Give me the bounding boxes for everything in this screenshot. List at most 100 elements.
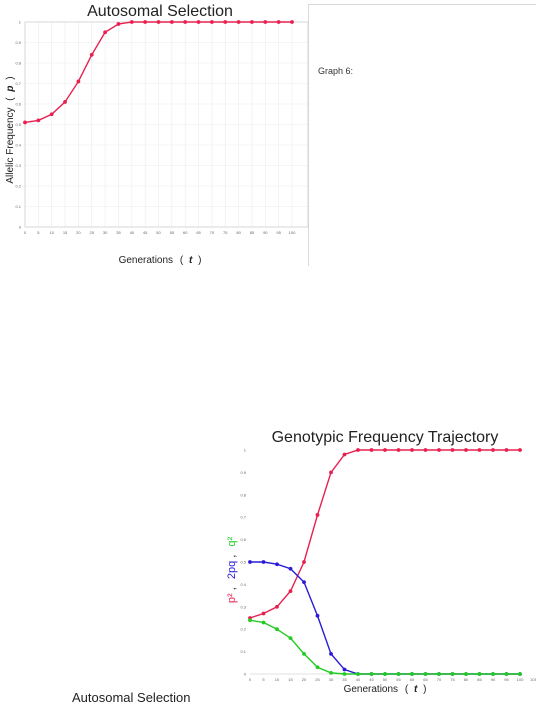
data-point bbox=[329, 470, 333, 475]
x-tick-labels: 0 5 10 15 20 25 30 35 40 45 50 55 60 65 70 75 80 85 90 95 10… bbox=[249, 677, 536, 682]
y-tick-label: 0.4 bbox=[15, 143, 21, 148]
data-point bbox=[383, 672, 387, 676]
data-point bbox=[275, 604, 279, 609]
data-point bbox=[116, 22, 121, 26]
y-tick-labels: 0 0.1 0.2 0.3 0.4 0.5 0.6 0.7 0.8 0.9 1 bbox=[15, 20, 21, 230]
x-tick-label: 95 bbox=[276, 230, 281, 235]
data-point bbox=[437, 448, 441, 452]
x-axis-label-var: t bbox=[189, 255, 193, 266]
y-axis-label-var: p bbox=[5, 85, 16, 92]
x-tick-label: 55 bbox=[396, 677, 401, 682]
series-line-2 bbox=[249, 619, 520, 675]
x-tick-label: 85 bbox=[477, 677, 482, 682]
x-tick-label: 65 bbox=[423, 677, 428, 682]
data-point bbox=[248, 618, 252, 623]
y-tick-label: 0.5 bbox=[15, 122, 21, 127]
data-point bbox=[288, 589, 293, 594]
y-label-2pq: 2pq bbox=[226, 561, 238, 579]
data-point bbox=[63, 100, 67, 104]
frame-line-top bbox=[308, 4, 536, 5]
data-point bbox=[143, 20, 148, 24]
x-tick-label: 10 bbox=[49, 230, 54, 235]
x-axis-label-close: ) bbox=[198, 255, 201, 266]
x-tick-label: 60 bbox=[183, 230, 188, 235]
y-axis-label-open: ( bbox=[5, 97, 16, 101]
data-point bbox=[504, 672, 509, 676]
x-axis-label-text: Generations bbox=[119, 255, 173, 266]
data-point bbox=[329, 651, 333, 656]
data-point bbox=[450, 672, 455, 676]
x-tick-label: 65 bbox=[196, 230, 201, 235]
data-point bbox=[290, 20, 294, 24]
y-tick-label: 0.4 bbox=[240, 582, 246, 587]
x-tick-label: 75 bbox=[223, 230, 228, 235]
data-point bbox=[383, 448, 387, 452]
data-point bbox=[275, 562, 279, 567]
x-tick-label: 5 bbox=[37, 230, 40, 235]
data-point bbox=[183, 20, 188, 24]
y-axis-label: Allelic Frequency ( p ) bbox=[5, 76, 16, 183]
data-point bbox=[477, 448, 482, 452]
x-tick-label: 30 bbox=[329, 677, 334, 682]
x-tick-label: 10 bbox=[275, 677, 280, 682]
data-point bbox=[288, 636, 293, 641]
x-tick-label: 20 bbox=[302, 677, 307, 682]
data-point bbox=[342, 667, 347, 672]
autosomal-selection-chart: Autosomal Selection 00.10.20.30.40.50.60… bbox=[5, 3, 309, 266]
y-tick-label: 0.3 bbox=[240, 604, 246, 609]
y-tick-label: 0.6 bbox=[240, 537, 246, 542]
data-point bbox=[464, 448, 468, 452]
x-tick-label: 15 bbox=[63, 230, 68, 235]
x-tick-label: 90 bbox=[491, 677, 496, 682]
data-point bbox=[210, 20, 214, 24]
data-point bbox=[76, 79, 81, 84]
data-point bbox=[276, 20, 281, 24]
series-points bbox=[23, 20, 294, 125]
data-point bbox=[156, 20, 161, 24]
data-point bbox=[410, 448, 414, 452]
data-point bbox=[477, 672, 482, 676]
y-tick-label: 0.7 bbox=[15, 81, 21, 86]
x-tick-label: 15 bbox=[288, 677, 293, 682]
data-point bbox=[236, 20, 241, 24]
data-point bbox=[315, 613, 320, 618]
y-tick-label: 0.8 bbox=[15, 61, 21, 66]
data-point bbox=[261, 560, 266, 564]
data-point bbox=[261, 611, 266, 616]
x-tick-label: 35 bbox=[116, 230, 121, 235]
y-tick-label: 0.7 bbox=[240, 515, 246, 520]
x-tick-label: 80 bbox=[464, 677, 469, 682]
y-label-comma-1: , bbox=[226, 587, 238, 590]
data-point bbox=[49, 112, 54, 117]
y-tick-label: 1 bbox=[19, 20, 22, 25]
x-tick-label: 70 bbox=[210, 230, 215, 235]
data-point bbox=[491, 672, 495, 676]
data-point bbox=[250, 20, 254, 24]
y-tick-label: 0.9 bbox=[240, 470, 246, 475]
data-point bbox=[302, 651, 306, 656]
x-tick-label: 85 bbox=[250, 230, 255, 235]
frame-line-vertical bbox=[308, 4, 309, 266]
chart-title: Autosomal Selection bbox=[87, 3, 233, 20]
x-tick-label: 40 bbox=[356, 677, 361, 682]
x-tick-label: 25 bbox=[90, 230, 95, 235]
data-point bbox=[518, 672, 522, 676]
x-axis-label: Generations ( t ) bbox=[119, 255, 202, 266]
x-tick-label: 50 bbox=[156, 230, 161, 235]
chart-title: Genotypic Frequency Trajectory bbox=[272, 429, 499, 446]
series-points bbox=[248, 448, 522, 676]
x-tick-labels: 0 5 10 15 20 25 30 35 40 45 50 55 60 65 70 75 80 85 90 95 10… bbox=[24, 230, 296, 235]
x-tick-label: 100 bbox=[517, 677, 524, 682]
data-point bbox=[315, 665, 320, 670]
data-point bbox=[129, 20, 134, 24]
data-point bbox=[464, 672, 468, 676]
data-point bbox=[437, 672, 441, 676]
cropped-next-chart-title: Autosomal Selection bbox=[72, 690, 191, 705]
x-axis-label-open: ( bbox=[180, 255, 184, 266]
data-point bbox=[261, 620, 266, 625]
data-point bbox=[518, 448, 522, 452]
x-axis-label-text: Generations bbox=[344, 684, 398, 695]
data-point bbox=[450, 448, 455, 452]
data-point bbox=[36, 118, 41, 123]
x-axis-label-close: ) bbox=[423, 684, 426, 695]
